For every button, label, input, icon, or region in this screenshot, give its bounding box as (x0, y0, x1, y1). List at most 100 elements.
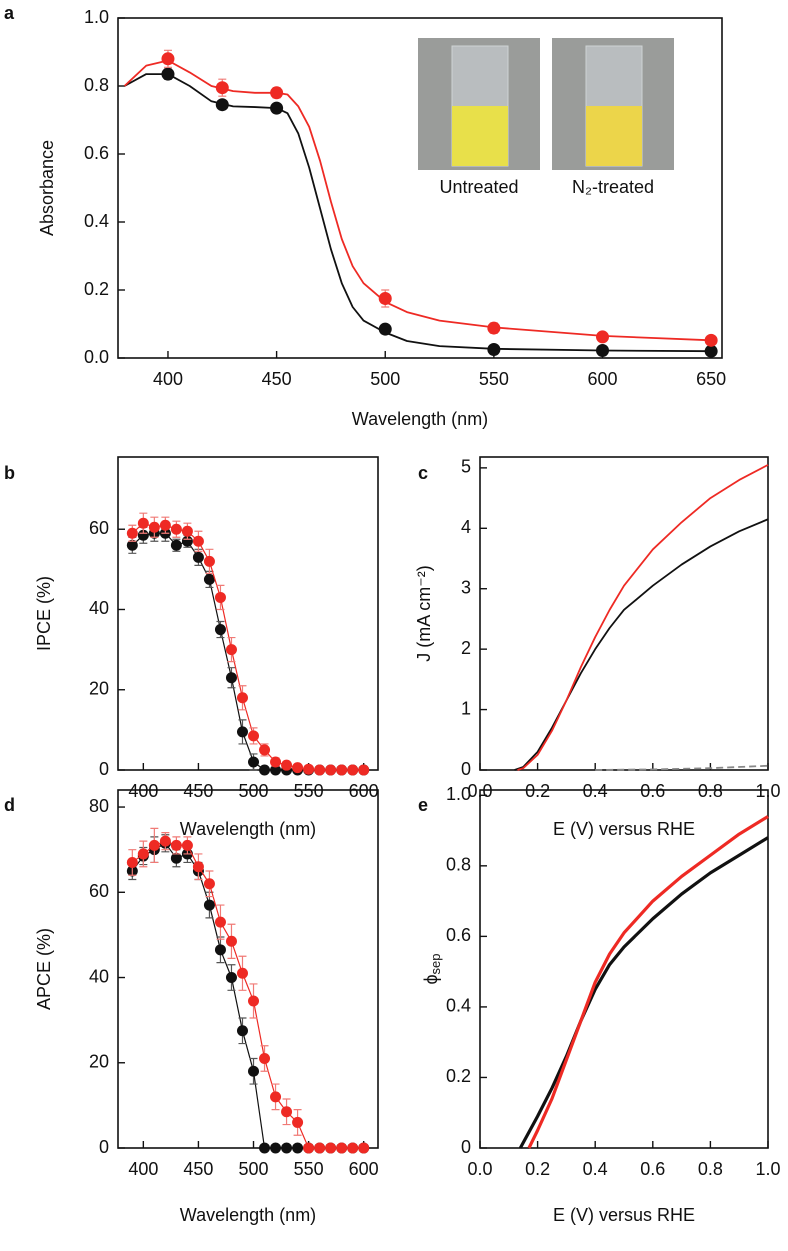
series-line (131, 842, 364, 1149)
y-axis-label-main: IPCE (%) (34, 576, 54, 651)
marker (126, 539, 138, 551)
marker (596, 344, 610, 358)
axes-frame (117, 17, 723, 359)
x-tick-label: 550 (294, 1159, 324, 1179)
marker (126, 856, 138, 868)
marker (170, 852, 182, 864)
y-tick-label: 0.8 (446, 855, 471, 875)
y-tick-label: 1 (461, 698, 471, 718)
y-axis-label-main: Absorbance (37, 140, 57, 236)
marker (248, 730, 260, 742)
panel-letter: b (4, 463, 15, 483)
marker (292, 1142, 304, 1154)
x-axis-label: Wavelength (nm) (180, 819, 316, 839)
marker (270, 101, 284, 115)
marker (225, 935, 237, 947)
marker (203, 555, 215, 567)
marker (270, 1142, 282, 1154)
y-tick-label: 1.0 (446, 784, 471, 804)
marker (215, 81, 229, 95)
axes-frame (117, 789, 379, 1149)
marker (378, 292, 392, 305)
y-tick-label: 0.4 (84, 211, 109, 231)
x-axis-label: Wavelength (nm) (180, 1205, 316, 1225)
marker (704, 333, 718, 347)
x-tick-label: 0.6 (640, 1159, 665, 1179)
marker (161, 67, 175, 81)
marker (236, 967, 248, 979)
marker (270, 1091, 282, 1103)
x-axis-label: E (V) versus RHE (553, 819, 695, 839)
series-line (514, 518, 769, 771)
marker (225, 672, 237, 684)
x-tick-label: 500 (370, 369, 400, 389)
y-axis-label-main: J (mA cm⁻²) (414, 565, 434, 662)
marker (192, 551, 204, 563)
marker (336, 764, 348, 776)
y-axis-label: Absorbance (37, 140, 57, 236)
marker (181, 839, 193, 851)
x-tick-label: 0.4 (583, 1159, 608, 1179)
marker (148, 839, 160, 851)
y-tick-label: 0.2 (446, 1066, 471, 1086)
marker (270, 756, 282, 768)
marker (214, 624, 226, 636)
y-axis-label-sub: sep (428, 953, 443, 974)
y-tick-label: 0.6 (446, 925, 471, 945)
marker (159, 519, 171, 531)
marker (259, 744, 271, 756)
series-line (123, 59, 712, 342)
y-tick-label: 0.2 (84, 279, 109, 299)
marker (487, 321, 501, 335)
series-line (527, 815, 769, 1149)
x-tick-label: 1.0 (755, 1159, 780, 1179)
marker (704, 344, 718, 358)
y-tick-label: 20 (89, 1052, 109, 1072)
x-axis-label: E (V) versus RHE (553, 1205, 695, 1225)
y-tick-label: 0.4 (446, 996, 471, 1016)
marker (259, 764, 271, 776)
x-tick-label: 0.8 (698, 1159, 723, 1179)
series-line (517, 464, 769, 771)
y-tick-label: 2 (461, 638, 471, 658)
y-tick-label: 5 (461, 457, 471, 477)
marker (203, 573, 215, 585)
marker (192, 535, 204, 547)
marker (236, 692, 248, 704)
marker (303, 763, 315, 775)
marker (292, 1116, 304, 1128)
marker (225, 972, 237, 984)
y-tick-label: 4 (461, 517, 471, 537)
marker (281, 759, 293, 771)
marker (192, 861, 204, 873)
panel-letter: e (418, 795, 428, 815)
marker (314, 1142, 326, 1154)
marker (161, 52, 175, 66)
marker (159, 835, 171, 847)
y-tick-label: 0.8 (84, 75, 109, 95)
series-line (131, 522, 364, 771)
marker (259, 1142, 271, 1154)
marker (270, 86, 284, 100)
marker (325, 1142, 337, 1154)
marker (358, 764, 370, 776)
x-tick-label: 400 (153, 369, 183, 389)
marker (170, 539, 182, 551)
axes-frame (117, 456, 379, 771)
marker (126, 527, 138, 539)
marker (215, 98, 229, 112)
marker (181, 535, 193, 547)
x-tick-label: 400 (128, 1159, 158, 1179)
x-tick-label: 500 (238, 1159, 268, 1179)
marker (170, 523, 182, 535)
series-line (124, 73, 712, 353)
y-tick-label: 0 (99, 759, 109, 779)
marker (214, 944, 226, 956)
marker (259, 1053, 271, 1064)
y-axis-label-main: ϕ (421, 974, 441, 984)
axes-frame (479, 456, 769, 771)
marker (236, 726, 248, 738)
x-tick-label: 600 (587, 369, 617, 389)
